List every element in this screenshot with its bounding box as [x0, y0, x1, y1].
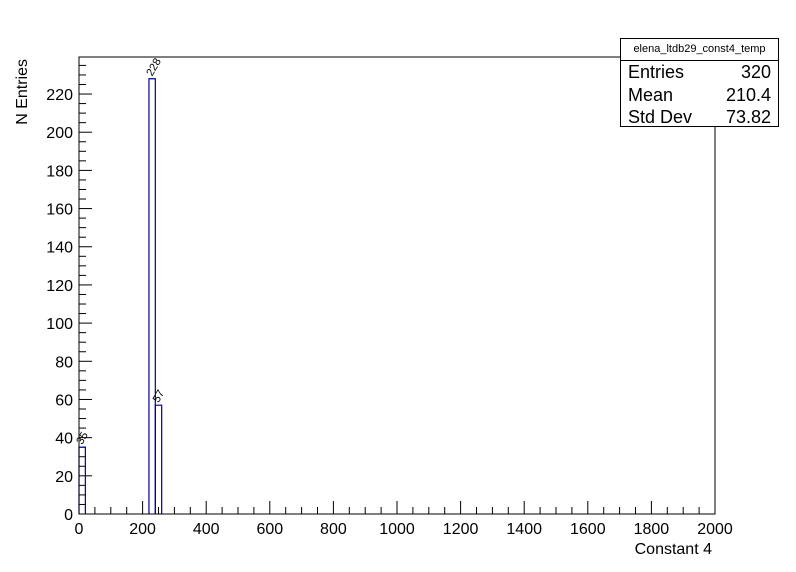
x-tick-label: 1600 — [570, 521, 606, 538]
plot-frame — [78, 56, 716, 515]
x-tick-label: 1000 — [379, 521, 415, 538]
y-axis-title: N Entries — [14, 59, 31, 125]
x-tick-label: 0 — [75, 521, 84, 538]
y-tick-label: 120 — [46, 278, 73, 295]
y-tick-label: 160 — [46, 202, 73, 219]
x-tick-label: 1200 — [443, 521, 479, 538]
stats-label: Entries — [628, 62, 685, 82]
y-tick-label: 60 — [55, 392, 73, 409]
x-tick-label: 1800 — [634, 521, 670, 538]
bin-value-label: 228 — [144, 56, 164, 78]
stats-title: elena_ltdb29_const4_temp — [621, 39, 778, 61]
y-tick-label: 0 — [64, 507, 73, 524]
stats-row-entries: Entries 320 — [621, 61, 778, 84]
y-tick-label: 200 — [46, 125, 73, 142]
x-tick-label: 200 — [129, 521, 156, 538]
y-tick-label: 220 — [46, 87, 73, 104]
bin-value-label: 35 — [74, 430, 91, 447]
y-tick-label: 140 — [46, 240, 73, 257]
stats-row-mean: Mean 210.4 — [621, 84, 778, 107]
x-tick-label: 2000 — [697, 521, 733, 538]
stats-label: Std Dev — [628, 107, 693, 127]
stats-row-std-dev: Std Dev 73.82 — [621, 106, 778, 129]
tick-layer — [78, 64, 716, 515]
x-tick-label: 400 — [193, 521, 220, 538]
y-tick-label: 80 — [55, 354, 73, 371]
x-axis-title: Constant 4 — [635, 541, 712, 558]
y-tick-label: 20 — [55, 469, 73, 486]
x-tick-label: 1400 — [506, 521, 542, 538]
x-tick-label: 600 — [256, 521, 283, 538]
stats-value: 320 — [740, 62, 771, 82]
histogram-bin — [148, 78, 156, 514]
y-tick-label: 40 — [55, 431, 73, 448]
histogram-bin — [154, 404, 163, 514]
stats-value: 210.4 — [725, 84, 771, 105]
bin-value-label: 57 — [151, 388, 168, 405]
stats-label: Mean — [628, 84, 674, 105]
bars-layer — [78, 78, 163, 514]
x-tick-label: 800 — [320, 521, 347, 538]
stats-box: elena_ltdb29_const4_temp Entries 320 Mea… — [620, 38, 779, 127]
y-tick-label: 180 — [46, 163, 73, 180]
y-tick-label: 100 — [46, 316, 73, 333]
stats-value: 73.82 — [725, 107, 771, 127]
